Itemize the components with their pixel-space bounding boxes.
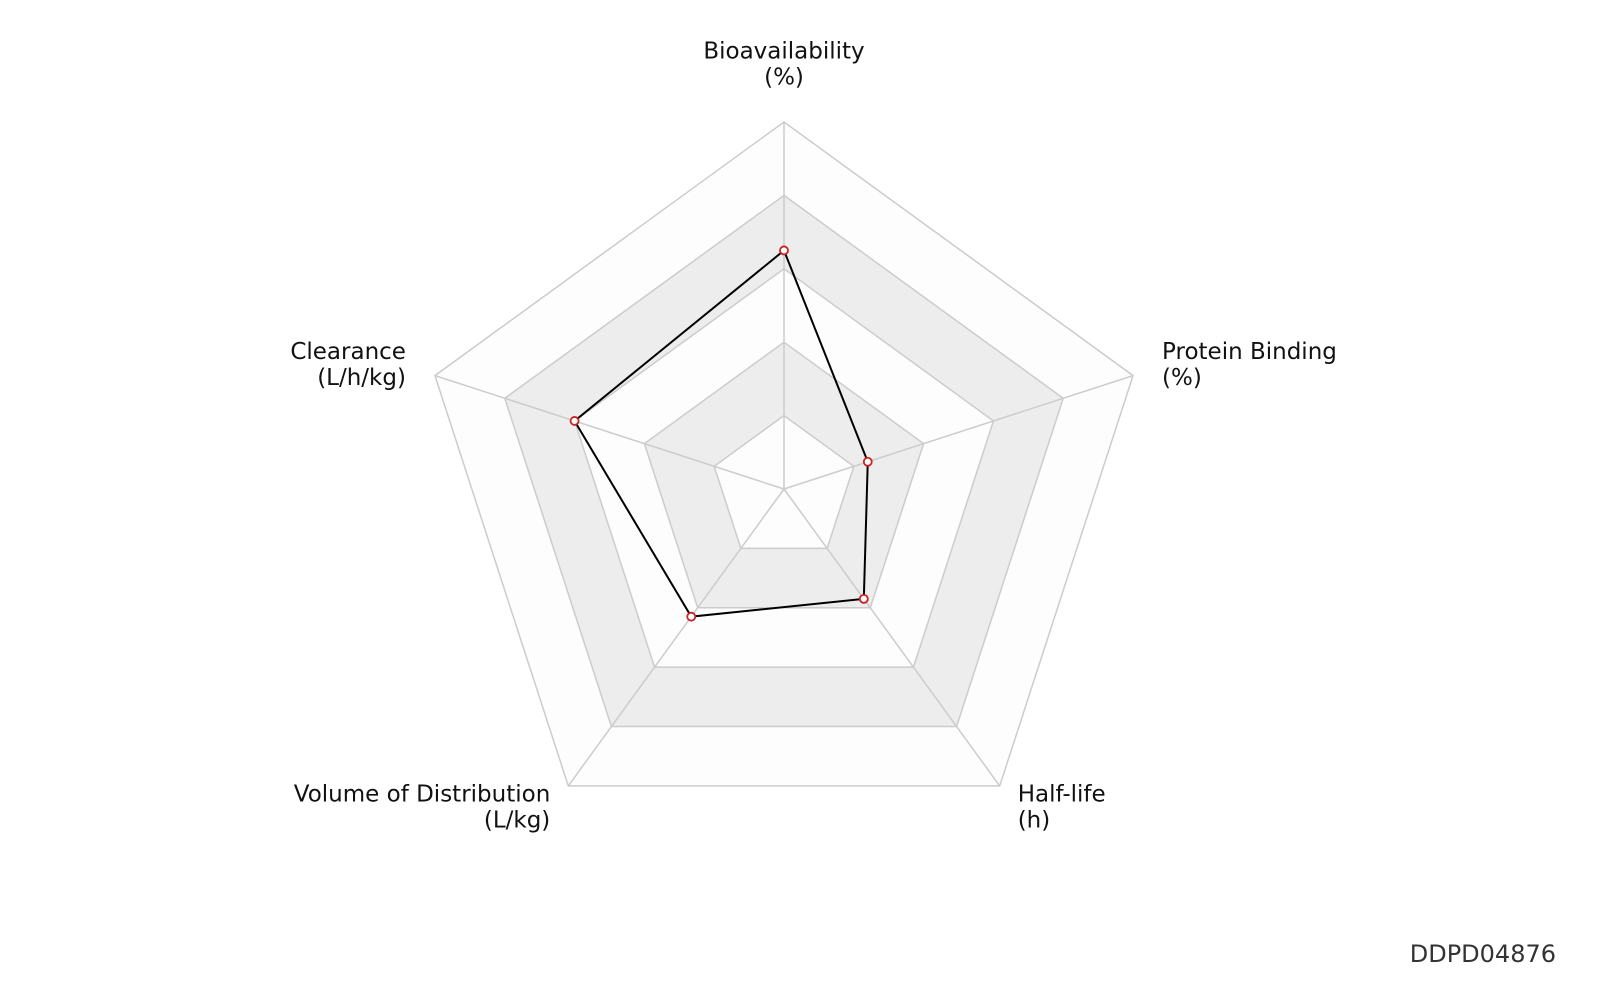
axis-label: (L/kg)	[484, 807, 550, 833]
data-point	[569, 416, 580, 426]
watermark: DDPD04876	[1410, 940, 1556, 968]
data-point	[858, 593, 869, 604]
axis-spoke	[434, 374, 785, 490]
axis-spoke	[783, 374, 1134, 490]
axis-label: Volume of Distribution	[294, 781, 551, 807]
series-line	[573, 248, 869, 618]
axis-label: (h)	[1018, 807, 1051, 833]
axis-label: (%)	[1162, 365, 1202, 391]
data-point	[862, 456, 873, 467]
axis-label: (%)	[764, 65, 804, 91]
axis-label: Protein Binding	[1162, 339, 1337, 365]
grid-ring	[573, 267, 995, 668]
axis-label: Half-life	[1018, 781, 1106, 807]
grid-ring	[713, 414, 855, 550]
axis-label: Bioavailability	[703, 39, 864, 65]
grid-ring	[434, 121, 1134, 787]
data-point	[779, 245, 789, 256]
axis-label: (L/h/kg)	[317, 365, 406, 391]
axis-spoke	[567, 488, 785, 787]
grid-ring	[503, 194, 1065, 728]
data-point	[686, 611, 697, 622]
axis-label: Clearance	[290, 339, 406, 365]
axis-spoke	[783, 488, 1001, 787]
